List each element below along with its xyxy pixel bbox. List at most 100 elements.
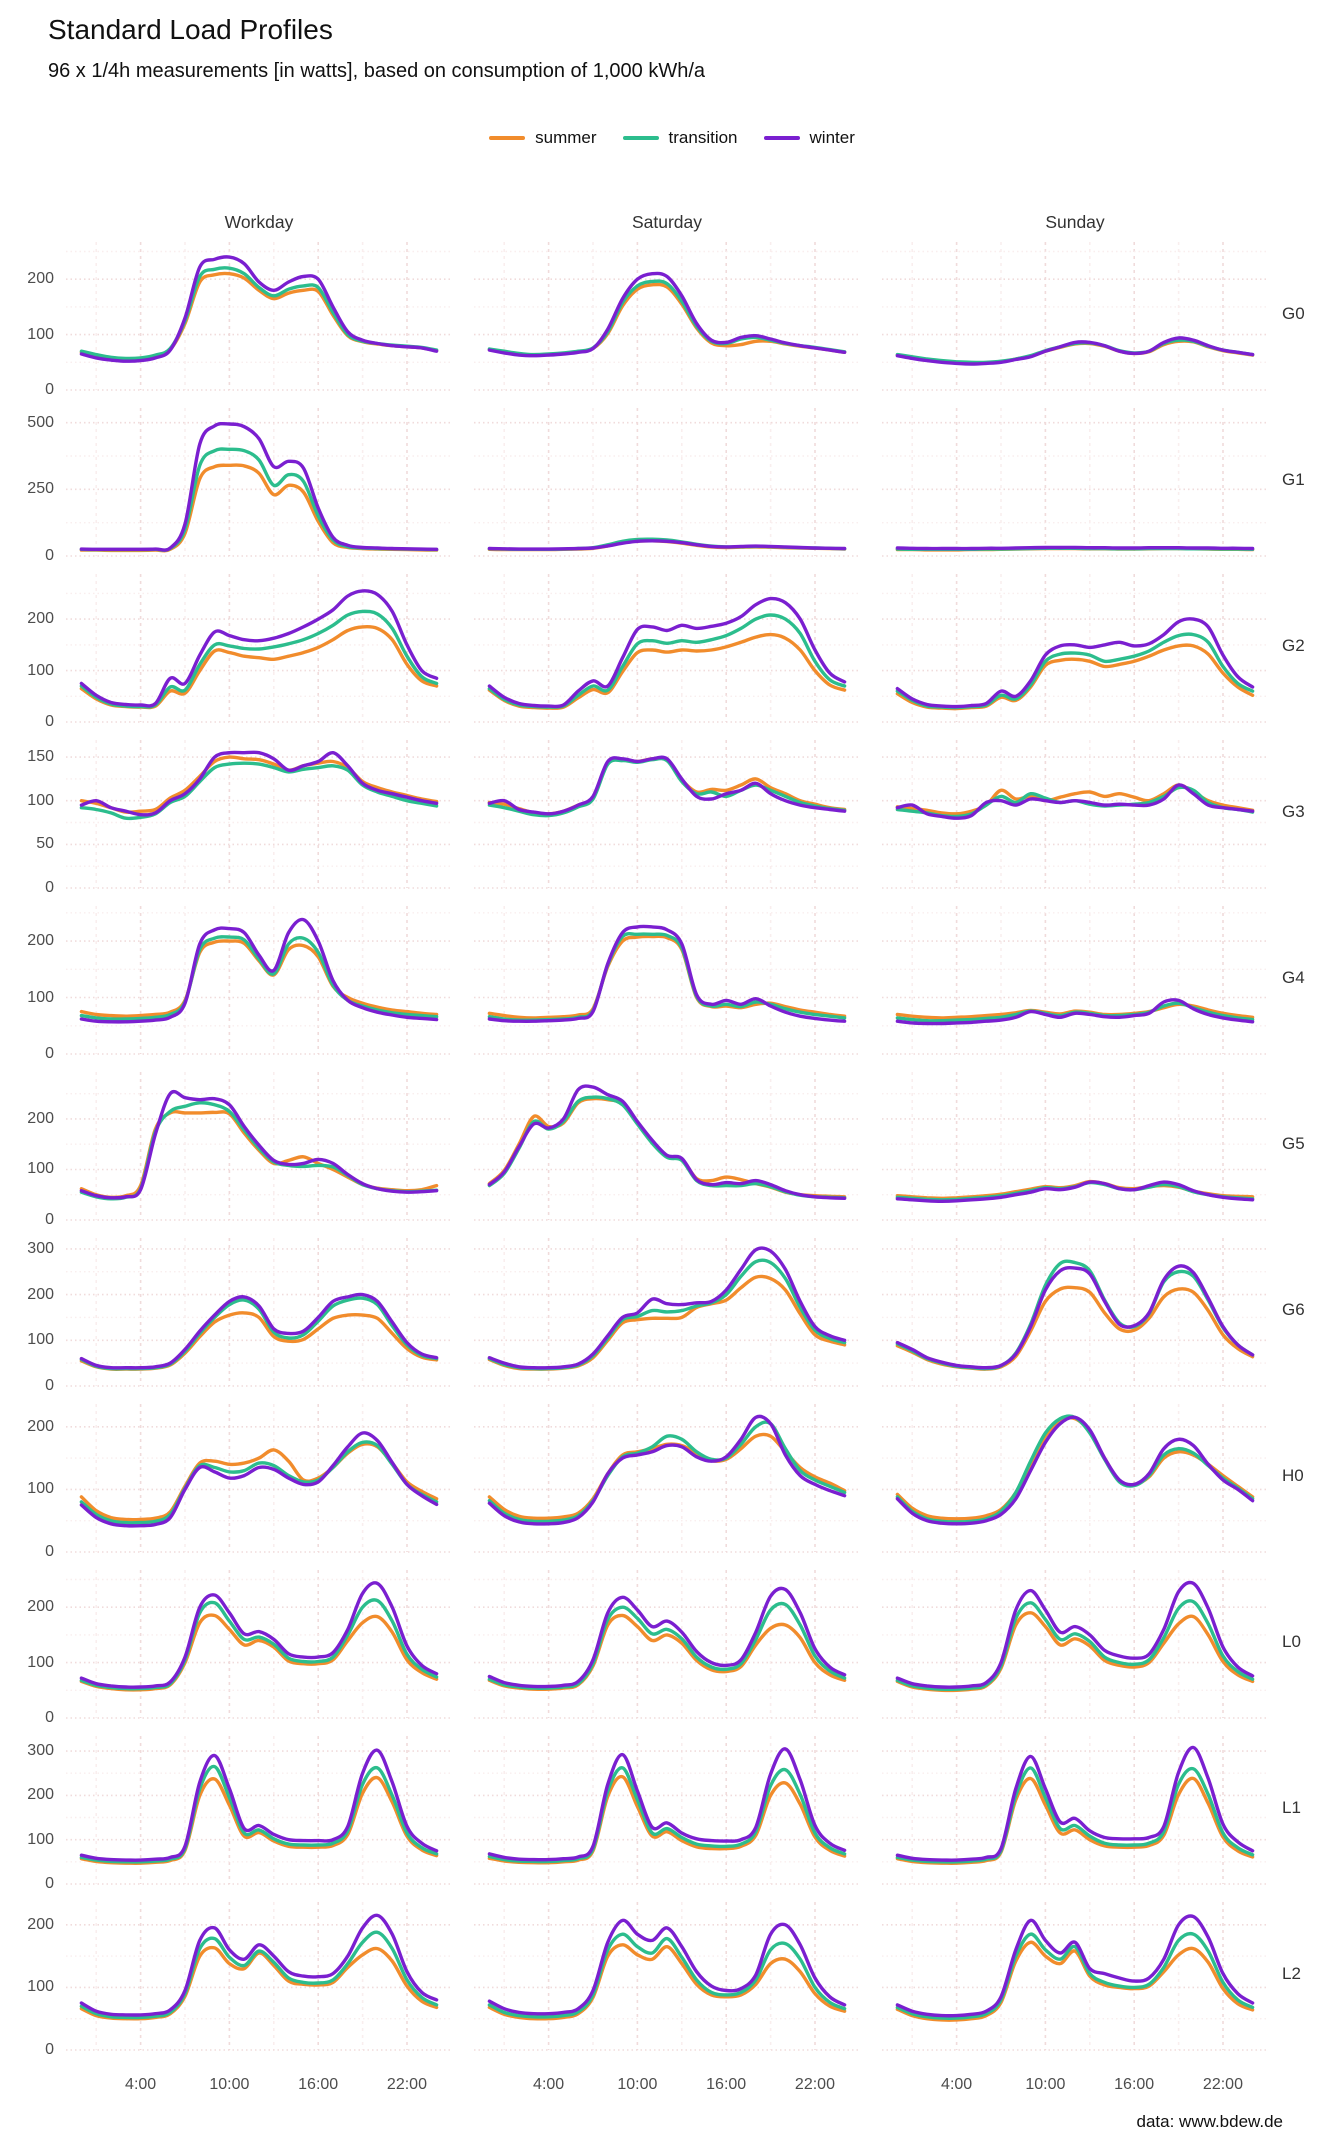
facet-svg-g4-saturday	[474, 906, 860, 1055]
y-tick-l0-100: 100	[27, 1653, 54, 1671]
l1-saturday-transition-line	[487, 1766, 847, 1864]
facet-row-label-g2: G2	[1282, 636, 1305, 655]
facet-svg-l2-sunday	[882, 1902, 1268, 2051]
facet-g2-sunday	[882, 572, 1268, 738]
g2-sunday-winter-line	[895, 617, 1255, 709]
h0-sunday-summer-line	[895, 1415, 1255, 1521]
l2-sunday-transition-line	[895, 1931, 1255, 2020]
x-tick-saturday-1600: 16:00	[706, 2076, 747, 2093]
g5-saturday-transition-line	[487, 1095, 847, 1200]
y-tick-g4-100: 100	[27, 988, 54, 1006]
g5-workday-winter-line	[79, 1089, 439, 1200]
x-tick-sunday-1000: 10:00	[1025, 2076, 1066, 2093]
g3-saturday-summer-line	[487, 756, 847, 816]
y-tick-l1-0: 0	[45, 1875, 54, 1892]
l0-sunday-summer-line	[895, 1611, 1255, 1693]
facet-g2-saturday	[474, 572, 860, 738]
facet-svg-g3-workday	[66, 740, 452, 889]
y-tick-g3-100: 100	[27, 791, 54, 809]
facet-svg-l0-workday	[66, 1570, 452, 1719]
y-tick-g5-200: 200	[27, 1109, 54, 1127]
l2-workday-winter-line	[79, 1913, 439, 2017]
facet-g3-sunday	[882, 738, 1268, 904]
facet-g5-workday	[66, 1070, 452, 1236]
facet-h0-sunday	[882, 1402, 1268, 1568]
g3-workday-summer-line	[79, 755, 439, 814]
h0-sunday-transition-line	[895, 1414, 1255, 1524]
g5-workday-transition-line	[79, 1101, 439, 1201]
l0-saturday-transition-line	[487, 1601, 847, 1690]
winter-line-swatch	[763, 136, 800, 140]
facet-svg-l2-saturday	[474, 1902, 860, 2051]
legend-item-summer: summer	[489, 128, 597, 148]
facet-l0-workday	[66, 1568, 452, 1734]
facet-row-label-h0: H0	[1282, 1466, 1304, 1485]
g1-workday-winter-line	[79, 421, 439, 552]
y-tick-g1-250: 250	[27, 480, 54, 498]
facet-row-label-g6: G6	[1282, 1300, 1305, 1319]
facet-g3-workday	[66, 738, 452, 904]
l0-workday-summer-line	[79, 1613, 439, 1692]
facet-g1-sunday	[882, 406, 1268, 572]
facet-svg-g0-saturday	[474, 242, 860, 391]
y-tick-g3-50: 50	[36, 835, 54, 853]
facet-svg-g6-workday	[66, 1238, 452, 1387]
g1-workday-summer-line	[79, 463, 439, 553]
legend: summer transition winter	[0, 128, 1344, 148]
facet-l0-sunday	[882, 1568, 1268, 1734]
h0-workday-winter-line	[79, 1431, 439, 1528]
g3-sunday-winter-line	[895, 783, 1255, 820]
l1-workday-winter-line	[79, 1748, 439, 1862]
column-header-saturday: Saturday	[631, 212, 703, 232]
facet-svg-g0-sunday	[882, 242, 1268, 391]
l2-sunday-summer-line	[895, 1940, 1255, 2022]
summer-line-swatch	[489, 136, 526, 140]
y-tick-g4-0: 0	[45, 1045, 54, 1062]
facet-svg-g3-saturday	[474, 740, 860, 889]
l2-saturday-winter-line	[487, 1918, 847, 2016]
h0-workday-transition-line	[79, 1440, 439, 1525]
data-source-caption: data: www.bdew.de	[1136, 2112, 1283, 2131]
l2-saturday-summer-line	[487, 1943, 847, 2021]
facet-svg-g1-saturday	[474, 408, 860, 557]
g3-saturday-transition-line	[487, 756, 847, 818]
g4-workday-summer-line	[79, 939, 439, 1018]
l0-saturday-winter-line	[487, 1586, 847, 1689]
g2-workday-summer-line	[79, 624, 439, 710]
facet-svg-g5-sunday	[882, 1072, 1268, 1221]
facet-l1-sunday	[882, 1734, 1268, 1900]
x-tick-sunday-400: 4:00	[941, 2076, 973, 2093]
g5-workday-summer-line	[79, 1110, 439, 1200]
facet-g5-sunday	[882, 1070, 1268, 1236]
facet-row-label-g1: G1	[1282, 470, 1305, 489]
legend-item-winter: winter	[763, 128, 855, 148]
g3-saturday-winter-line	[487, 755, 847, 816]
l2-workday-transition-line	[79, 1930, 439, 2020]
g1-sunday-winter-line	[895, 545, 1255, 551]
facet-svg-g5-workday	[66, 1072, 452, 1221]
l0-workday-transition-line	[79, 1598, 439, 1691]
facet-l1-workday	[66, 1734, 452, 1900]
l1-sunday-winter-line	[895, 1745, 1255, 1862]
facet-svg-h0-saturday	[474, 1404, 860, 1553]
legend-item-transition: transition	[622, 128, 738, 148]
g4-saturday-summer-line	[487, 934, 847, 1020]
g4-sunday-winter-line	[895, 998, 1255, 1026]
y-tick-g3-150: 150	[27, 748, 54, 766]
g5-sunday-summer-line	[895, 1179, 1255, 1200]
y-tick-g5-0: 0	[45, 1211, 54, 1228]
facet-g6-saturday	[474, 1236, 860, 1402]
y-tick-l2-100: 100	[27, 1978, 54, 1996]
column-header-sunday: Sunday	[1045, 212, 1105, 232]
legend-label-summer: summer	[535, 128, 597, 147]
g6-workday-winter-line	[79, 1292, 439, 1370]
y-tick-g6-0: 0	[45, 1377, 54, 1394]
y-tick-g6-300: 300	[27, 1239, 54, 1257]
facet-g6-sunday	[882, 1236, 1268, 1402]
y-tick-g6-200: 200	[27, 1285, 54, 1303]
g0-workday-winter-line	[79, 255, 439, 363]
x-tick-saturday-400: 4:00	[533, 2076, 565, 2093]
g5-sunday-winter-line	[895, 1180, 1255, 1203]
facet-svg-l1-sunday	[882, 1736, 1268, 1885]
y-tick-l2-0: 0	[45, 2041, 54, 2058]
